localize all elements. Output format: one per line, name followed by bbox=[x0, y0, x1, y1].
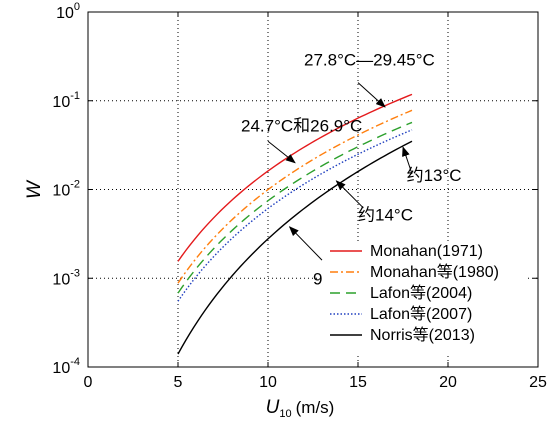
y-tick-label-exponent: -1 bbox=[70, 90, 80, 102]
y-tick-label: 100 bbox=[56, 1, 80, 22]
annotation-arrow bbox=[288, 226, 323, 261]
y-tick-label-base: 10 bbox=[52, 271, 70, 288]
legend-entry: Monahan等(1980) bbox=[370, 263, 499, 281]
annotation-label: 24.7°C和26.9°C bbox=[241, 117, 362, 136]
legend-entry: Lafon等(2004) bbox=[370, 284, 472, 302]
legend-entry: Lafon等(2007) bbox=[370, 305, 472, 323]
y-tick-label-base: 10 bbox=[52, 360, 70, 377]
series-line bbox=[177, 140, 413, 355]
y-tick-label: 10-3 bbox=[52, 267, 80, 288]
annotation-label: 约13°C bbox=[407, 166, 462, 185]
annotation-label: 约14°C bbox=[358, 205, 413, 224]
y-tick-label: 10-2 bbox=[52, 179, 80, 200]
legend-entry: Norris等(2013) bbox=[370, 326, 475, 344]
x-tick-label: 15 bbox=[349, 374, 367, 391]
series-line bbox=[177, 121, 413, 294]
annotation-arrow bbox=[402, 146, 413, 175]
y-tick-label-base: 10 bbox=[56, 5, 74, 22]
y-tick-label-exponent: -3 bbox=[70, 267, 80, 279]
y-tick-label: 10-1 bbox=[52, 90, 80, 111]
x-tick-label: 25 bbox=[529, 374, 547, 391]
annotation-arrow bbox=[335, 180, 364, 209]
x-tick-label: 20 bbox=[439, 374, 457, 391]
series-line bbox=[177, 109, 413, 284]
y-axis-title: W bbox=[24, 179, 45, 199]
grid bbox=[88, 12, 538, 367]
legend-entry: Monahan(1971) bbox=[370, 243, 483, 260]
series-line bbox=[177, 93, 413, 262]
y-tick-label-exponent: 0 bbox=[74, 1, 80, 13]
y-tick-label-base: 10 bbox=[52, 183, 70, 200]
series-layer bbox=[177, 93, 413, 355]
annotation-label: 27.8°C—29.45°C bbox=[304, 50, 435, 69]
x-axis-title: U10 (m/s) bbox=[266, 397, 335, 420]
y-tick-label-exponent: -4 bbox=[70, 356, 80, 368]
annotation-arrow bbox=[357, 82, 386, 108]
x-axis-title-subscript: 10 bbox=[279, 408, 291, 420]
y-tick-label-base: 10 bbox=[52, 94, 70, 111]
legend: Monahan(1971) Monahan等(1980) Lafon等(2004) L… bbox=[324, 242, 528, 353]
annotation-arrow bbox=[267, 140, 296, 164]
y-tick-label: 10-4 bbox=[52, 356, 80, 377]
x-axis-title-symbol: U bbox=[266, 397, 280, 418]
x-tick-label: 10 bbox=[259, 374, 277, 391]
x-tick-label: 0 bbox=[84, 374, 93, 391]
x-axis-title-unit: (m/s) bbox=[296, 398, 335, 417]
x-tick-label: 5 bbox=[174, 374, 183, 391]
y-tick-label-exponent: -2 bbox=[70, 179, 80, 191]
